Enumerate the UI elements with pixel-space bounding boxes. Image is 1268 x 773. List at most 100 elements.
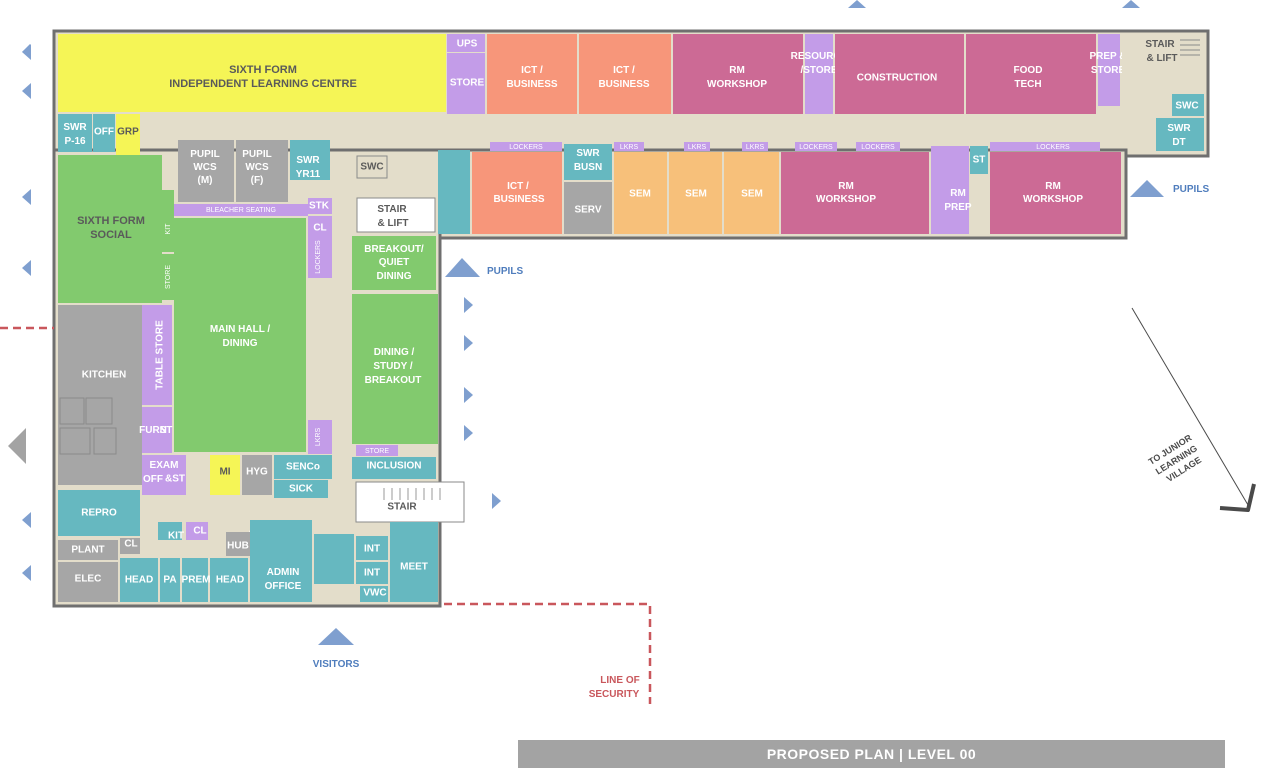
room-kit-west: [162, 190, 174, 252]
label-sem-1: SEM: [629, 189, 651, 200]
stair-treads-south: [383, 488, 441, 500]
junior-village-arrowhead: [1219, 483, 1256, 512]
label-head-1: HEAD: [125, 575, 153, 586]
arrow-right-1: [464, 297, 473, 313]
label-sixth-form-social: SIXTH FORM SOCIAL: [77, 215, 145, 241]
room-resource-store: [805, 34, 833, 114]
room-furn-st: [142, 407, 172, 453]
arrow-right-2: [464, 335, 473, 351]
label-stair-south: STAIR: [387, 502, 417, 513]
label-food-tech: FOOD TECH: [1014, 65, 1043, 90]
room-table-store: [142, 305, 172, 405]
line-of-security: [0, 326, 652, 704]
room-ict-1: [487, 34, 577, 114]
room-swr-busn: [564, 144, 612, 180]
label-lkrs-a: LKRS: [620, 144, 639, 151]
label-store-incl: STORE: [365, 448, 389, 455]
label-resource-store: RESOURCE/STORE: [791, 51, 848, 76]
strip-lkrs-c: [742, 142, 768, 151]
label-bleacher: BLEACHER SEATING: [206, 207, 276, 214]
room-mi: [210, 455, 240, 495]
label-hub: HUB: [227, 541, 249, 552]
label-rm-prep: RM PREP: [944, 188, 972, 213]
label-serv: SERV: [574, 205, 601, 216]
room-rm-workshop-mid: [781, 152, 929, 234]
label-dining-study: DINING / STUDY / BREAKOUT: [365, 347, 422, 386]
room-cl-mid: [308, 216, 332, 238]
room-pa: [160, 558, 180, 602]
label-lkrs-v: LKRS: [315, 428, 322, 447]
arrow-pupils-1: [445, 258, 480, 277]
label-st-exam: &ST: [165, 474, 185, 485]
room-int-1: [356, 536, 388, 560]
label-pupils-2: PUPILS: [1173, 184, 1209, 195]
label-sem-3: SEM: [741, 189, 763, 200]
room-senco: [274, 455, 332, 479]
room-grp: [116, 114, 140, 156]
room-stk: [308, 198, 332, 214]
label-lockers-v: LOCKERS: [315, 240, 322, 274]
label-ict-1: ICT / BUSINESS: [506, 65, 557, 90]
strip-lockers-a: [490, 142, 562, 151]
arrow-west-service: [8, 428, 26, 464]
room-kitchen: [58, 305, 142, 485]
room-lockers-v: [308, 238, 332, 278]
label-grp: GRP: [117, 127, 139, 138]
room-teal-connector: [438, 150, 470, 234]
arrow-left-3: [22, 189, 31, 205]
arrow-pupils-2: [1130, 180, 1164, 197]
label-inclusion: INCLUSION: [367, 461, 422, 472]
strip-lockers-d: [990, 142, 1100, 151]
entrance-arrows: [22, 0, 1164, 645]
label-st-east: ST: [973, 155, 986, 166]
room-food-tech: [966, 34, 1096, 114]
room-dining-study: [352, 294, 438, 444]
room-ict-3: [472, 152, 562, 234]
room-sick: [274, 480, 328, 498]
label-off: OFF: [94, 127, 114, 138]
label-prem: PREM: [182, 575, 211, 586]
room-head-2: [210, 558, 248, 602]
room-plant: [58, 540, 118, 560]
strip-lkrs-a: [614, 142, 644, 151]
room-prem: [182, 558, 208, 602]
room-head-1: [120, 558, 158, 602]
room-vwc: [360, 586, 388, 602]
label-mi: MI: [219, 467, 230, 478]
room-repro: [58, 490, 140, 536]
room-int-2: [356, 562, 388, 584]
label-kit-south: KIT: [168, 531, 184, 542]
arrow-left-2: [22, 83, 31, 99]
label-lockers-d: LOCKERS: [1036, 144, 1070, 151]
label-table-store: TABLE STORE: [155, 320, 166, 390]
label-construction: CONSTRUCTION: [857, 73, 938, 84]
room-elec: [58, 562, 118, 602]
label-cl-plant: CL: [124, 539, 137, 550]
arrow-right-4: [464, 425, 473, 441]
strip-lkrs-b: [684, 142, 710, 151]
room-st-east: [970, 146, 988, 174]
label-exam-off: EXAM OFF: [143, 460, 178, 485]
label-repro: REPRO: [81, 508, 117, 519]
room-swr-p16: [58, 114, 92, 152]
label-ict-3: ICT / BUSINESS: [493, 181, 544, 205]
arrow-left-4: [22, 260, 31, 276]
room-cl-south: [186, 522, 208, 540]
arrow-left-1b: [22, 44, 31, 60]
room-kit-south: [158, 522, 182, 540]
label-swc-ne: SWC: [1175, 101, 1198, 112]
arrow-right-5: [492, 493, 501, 509]
label-store-top: STORE: [450, 78, 485, 89]
label-main-hall: MAIN HALL / DINING: [210, 324, 271, 349]
label-prep-store: PREP & STORE: [1089, 51, 1126, 76]
room-swr-yr11: [290, 140, 330, 180]
room-main-hall: [174, 218, 306, 452]
label-hyg: HYG: [246, 467, 268, 478]
label-rm-workshop-east: RM WORKSHOP: [1023, 181, 1083, 205]
room-pupil-wcs-f: [236, 140, 288, 202]
room-bleacher-seating: [174, 204, 308, 216]
room-sem-1: [614, 152, 667, 234]
stair-treads-ne: [1180, 39, 1200, 56]
plan-title: PROPOSED PLAN | LEVEL 00: [766, 746, 977, 762]
arrow-visitors: [318, 628, 354, 645]
